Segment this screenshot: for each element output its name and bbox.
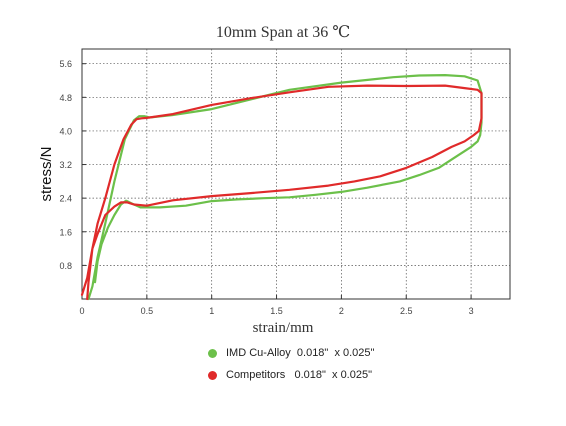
legend-label-competitors: Competitors 0.018" x 0.025" — [226, 369, 372, 381]
legend-swatch-imd — [208, 348, 217, 358]
grid-lines — [82, 49, 510, 299]
x-tick-label: 2 — [339, 306, 344, 316]
x-tick-label: 2.5 — [400, 306, 413, 316]
x-axis-label: strain/mm — [253, 320, 314, 336]
y-tick-label: 4.0 — [59, 126, 72, 136]
legend-item-imd: IMD Cu-Alloy 0.018" x 0.025" — [208, 347, 374, 359]
x-tick-label: 0 — [79, 306, 84, 316]
y-tick-label: 0.8 — [59, 261, 72, 271]
series-line-competitors — [80, 84, 483, 301]
x-tick-label: 1.5 — [270, 306, 283, 316]
chart-title: 10mm Span at 36 ℃ — [216, 24, 350, 41]
y-tick-label: 4.8 — [59, 93, 72, 103]
y-tick-label: 5.6 — [59, 59, 72, 69]
x-tick-label: 0.5 — [141, 306, 154, 316]
legend-swatch-competitors — [208, 370, 217, 380]
x-tick-label: 3 — [469, 306, 474, 316]
legend-label-imd: IMD Cu-Alloy 0.018" x 0.025" — [226, 347, 375, 359]
legend-item-competitors: Competitors 0.018" x 0.025" — [208, 369, 372, 381]
y-tick-label: 1.6 — [59, 227, 72, 237]
axis-ticks: 0.8 1.6 2.4 3.2 4.0 4.8 5.6 0 0.5 1 1.5 2 2.5 3 — [59, 59, 473, 316]
y-axis-label: stress/N — [38, 146, 55, 201]
series-lines — [80, 73, 483, 301]
y-tick-label: 2.4 — [59, 194, 72, 204]
series-line-imd — [87, 73, 483, 301]
y-tick-label: 3.2 — [59, 160, 72, 170]
x-tick-label: 1 — [209, 306, 214, 316]
plot-frame — [81, 48, 511, 300]
